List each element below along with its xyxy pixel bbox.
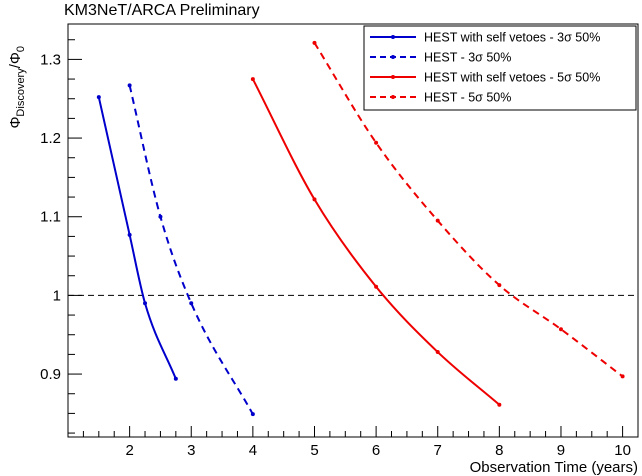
legend-label-2: HEST - 3σ 50% <box>424 51 511 65</box>
y-axis-title: ΦDiscovery/Φ0 <box>7 46 27 129</box>
series-4-point <box>497 283 502 288</box>
series-3-point <box>312 197 317 202</box>
axis-ticks: 2 3 4 5 6 7 8 9 10 0.9 1 1.1 1.2 1.3 <box>40 39 639 459</box>
series-3-point <box>497 402 502 407</box>
series-4-point <box>435 218 440 223</box>
series-4-point <box>620 374 625 379</box>
x-tick-label: 9 <box>557 442 565 459</box>
series-3-point <box>250 77 255 82</box>
y-axis-title-sub2: 0 <box>15 46 27 52</box>
plot-area-frame <box>67 23 639 438</box>
y-axis-title-sub1: Discovery <box>15 68 27 117</box>
legend-label-4: HEST - 5σ 50% <box>424 91 511 105</box>
y-tick-label: 1.2 <box>40 130 61 147</box>
y-tick-label: 0.9 <box>40 366 61 383</box>
x-tick-label: 4 <box>249 442 257 459</box>
x-tick-label: 6 <box>372 442 380 459</box>
x-tick-label: 5 <box>310 442 318 459</box>
x-tick-label: 7 <box>434 442 442 459</box>
x-tick-label: 2 <box>125 442 133 459</box>
series-1-point <box>173 376 178 381</box>
series-line-1 <box>97 96 177 380</box>
legend-box <box>363 25 637 111</box>
legend-marker-1 <box>391 35 395 39</box>
series-group <box>96 40 625 417</box>
y-tick-label: 1.3 <box>40 51 61 68</box>
series-2-point <box>158 214 163 219</box>
x-axis-title: Observation Time (years) <box>470 459 638 476</box>
x-tick-label: 3 <box>187 442 195 459</box>
series-1-point <box>127 232 132 237</box>
x-tick-label: 8 <box>495 442 503 459</box>
legend-marker-3 <box>391 75 395 79</box>
x-tick-label: 10 <box>614 442 631 459</box>
y-axis-title-main: Φ <box>7 117 24 129</box>
series-4-point <box>312 40 317 45</box>
legend-marker-4 <box>391 95 395 99</box>
y-tick-label: 1.1 <box>40 209 61 226</box>
legend-marker-2 <box>391 55 395 59</box>
legend: HEST with self vetoes - 3σ 50% HEST - 3σ … <box>363 25 637 111</box>
series-line-3 <box>251 78 501 406</box>
legend-label-3: HEST with self vetoes - 5σ 50% <box>424 71 600 85</box>
series-1-point <box>96 95 101 100</box>
series-2-point <box>127 83 132 88</box>
series-3-point <box>435 350 440 355</box>
series-1-point <box>143 301 148 306</box>
series-line-2 <box>128 85 254 415</box>
y-axis-title-sep: /Φ <box>7 52 24 68</box>
chart-title: KM3NeT/ARCA Preliminary <box>64 2 260 19</box>
series-4-point <box>558 327 563 332</box>
y-tick-label: 1 <box>53 287 61 304</box>
legend-label-1: HEST with self vetoes - 3σ 50% <box>424 31 600 45</box>
series-4-point <box>374 140 379 145</box>
series-3-point <box>374 284 379 289</box>
series-2-point <box>189 301 194 306</box>
series-2-point <box>250 412 255 417</box>
